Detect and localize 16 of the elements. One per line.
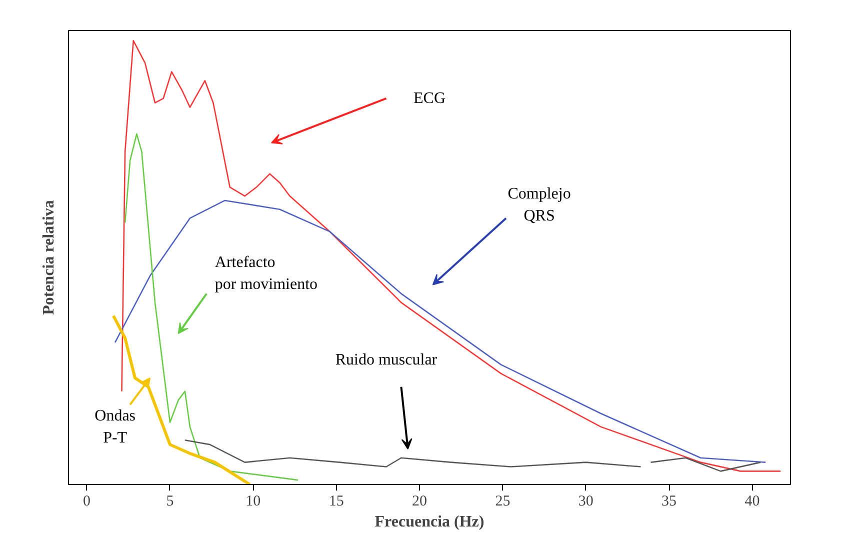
annotation: ECG bbox=[414, 90, 446, 107]
x-tick-label: 15 bbox=[328, 494, 344, 510]
x-tick-label: 5 bbox=[166, 494, 174, 510]
y-axis-title: Potencia relativa bbox=[40, 200, 58, 315]
x-axis-title: Frecuencia (Hz) bbox=[374, 514, 484, 530]
x-tick-label: 0 bbox=[83, 494, 91, 510]
annotation: Ondas P-T bbox=[94, 407, 136, 446]
x-tick-label: 20 bbox=[412, 494, 428, 510]
x-tick-label: 35 bbox=[662, 494, 677, 510]
x-tick-label: 10 bbox=[246, 494, 261, 510]
annotation: Complejo QRS bbox=[508, 185, 571, 224]
annotation: Ruido muscular bbox=[335, 352, 438, 369]
x-tick-label: 30 bbox=[578, 494, 594, 510]
x-tick-label: 40 bbox=[744, 494, 760, 510]
annotation: Artefacto por movimiento bbox=[214, 254, 318, 294]
x-tick-label: 25 bbox=[495, 494, 510, 510]
